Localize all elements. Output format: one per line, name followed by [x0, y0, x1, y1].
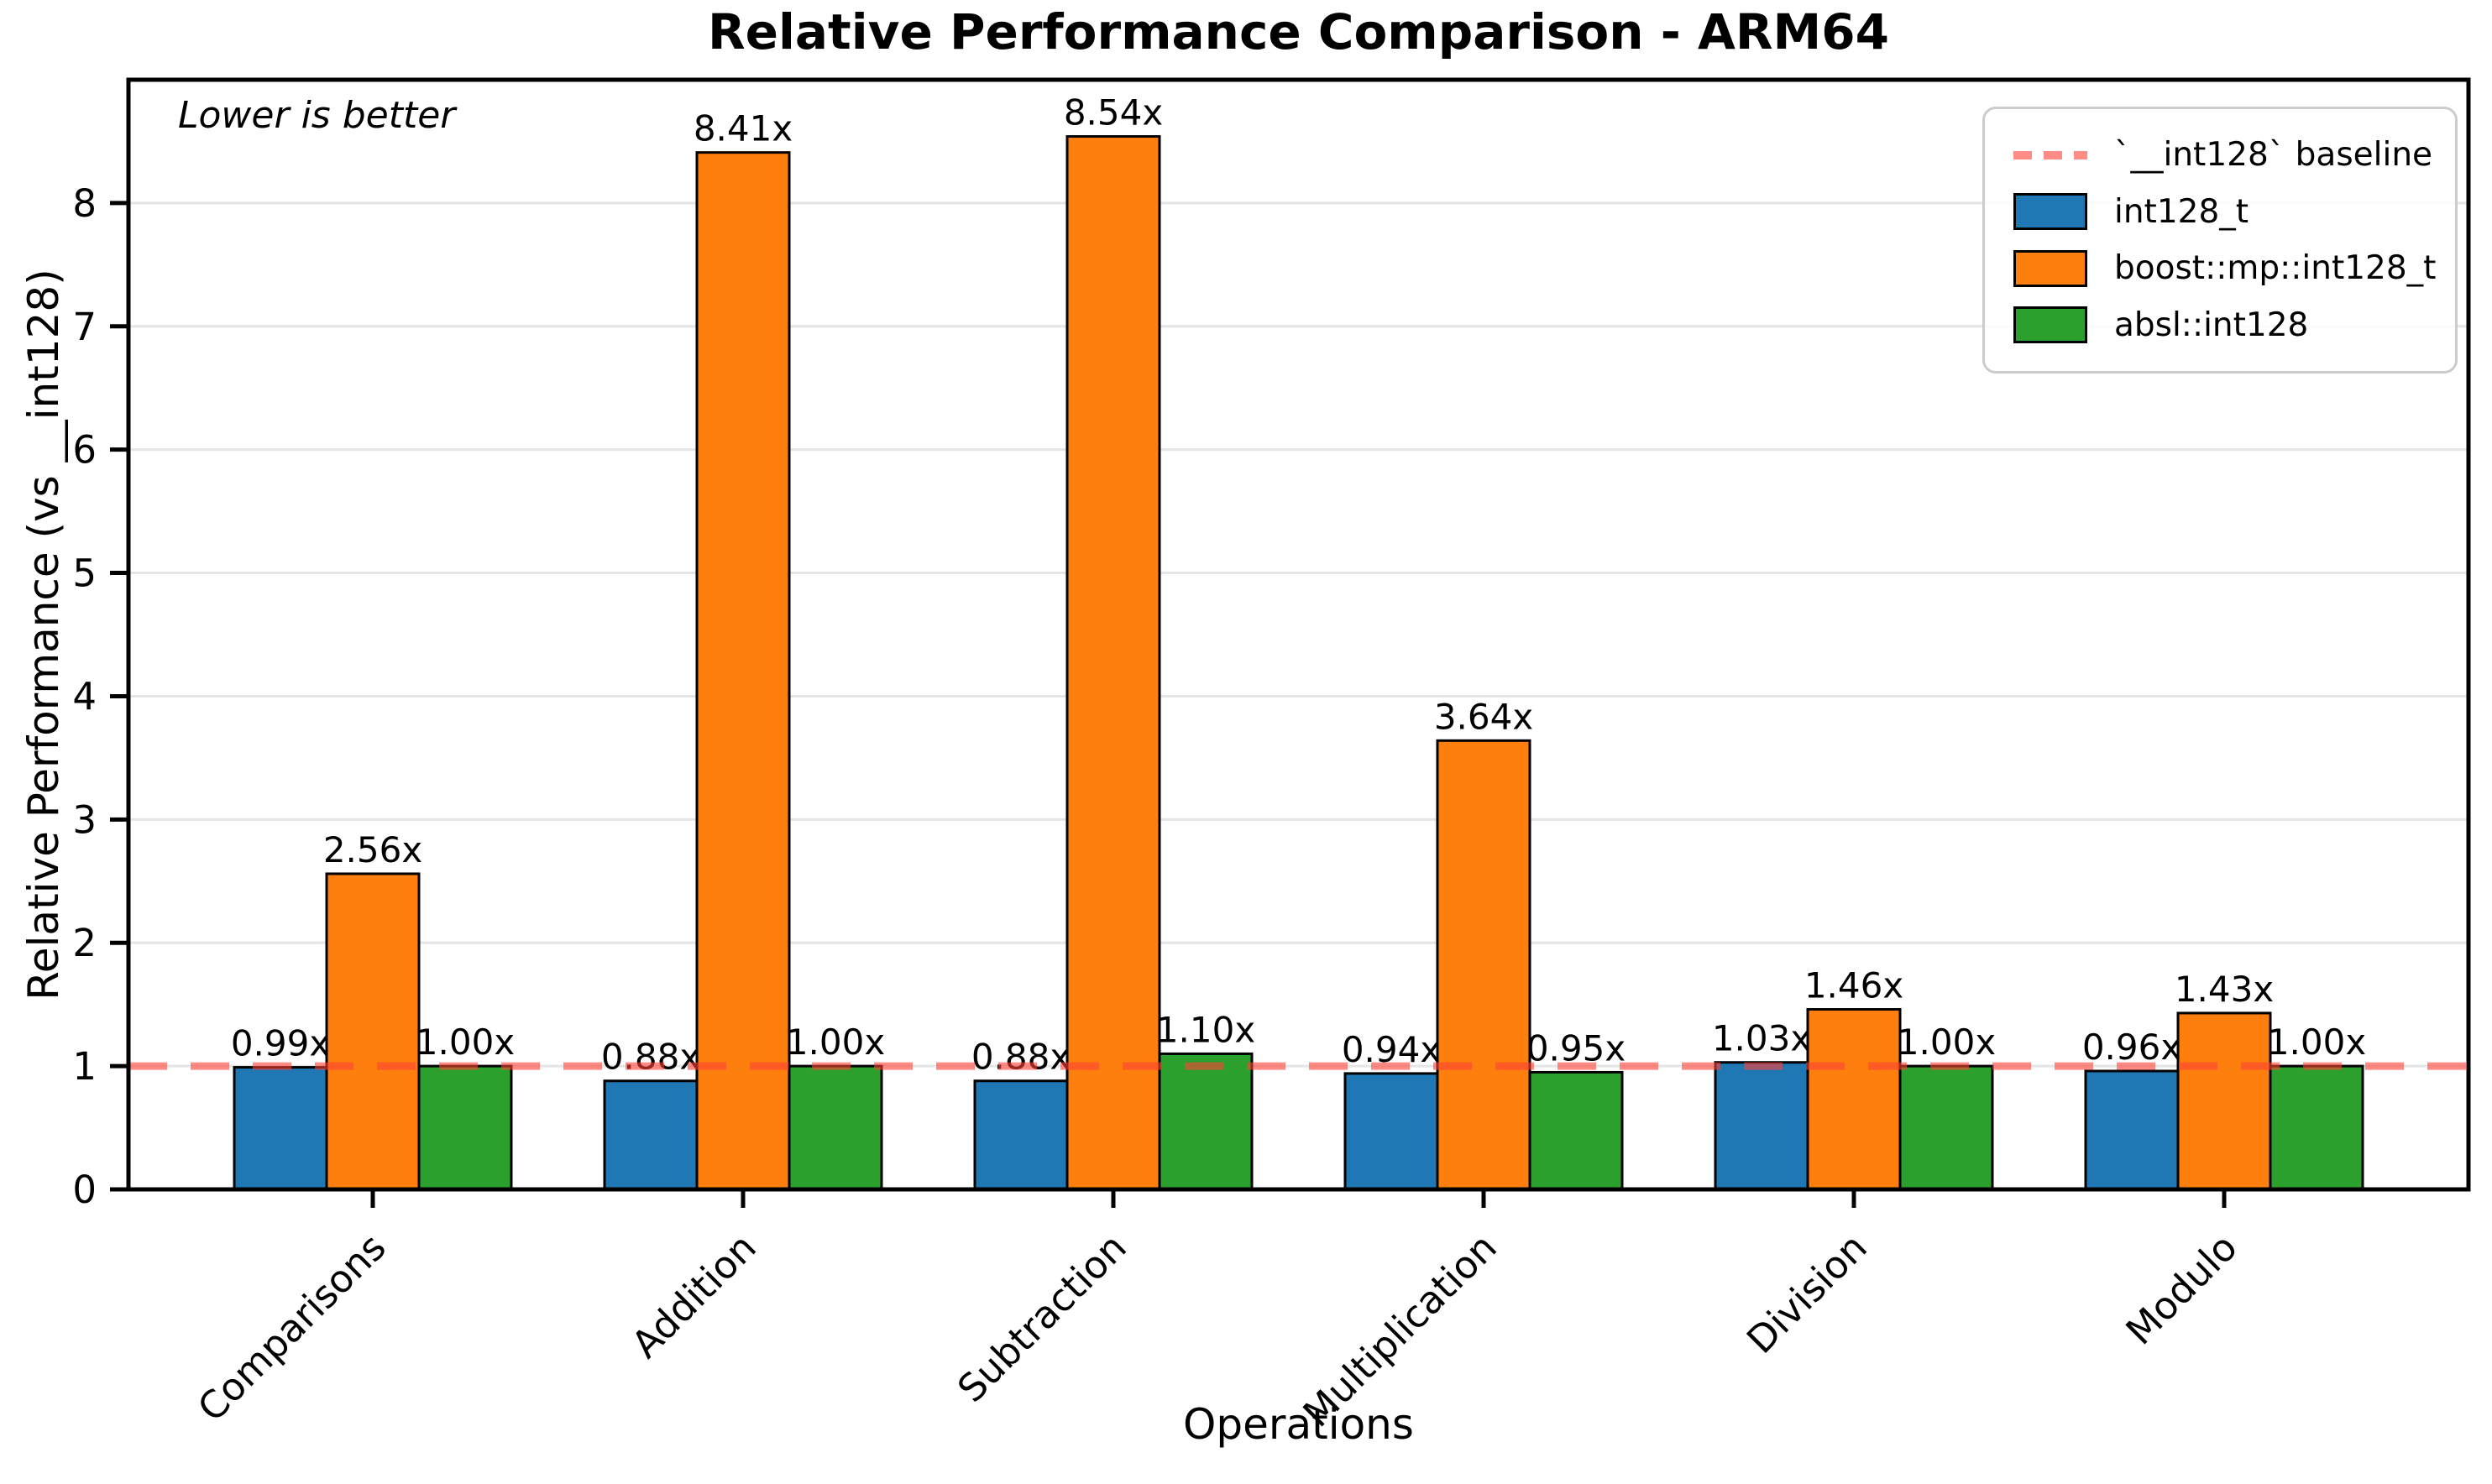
bar [788, 1064, 883, 1191]
bar [1898, 1064, 1994, 1191]
legend-swatch-baseline-dash [2013, 150, 2087, 159]
y-tick-label: 2 [72, 921, 97, 965]
legend-item: boost::mp::int128_t [2013, 249, 2438, 287]
bar [2084, 1069, 2180, 1191]
bar-value-label: 0.88x [601, 1037, 700, 1078]
legend-swatch-color [2013, 306, 2087, 344]
y-tick-label: 6 [72, 428, 97, 473]
legend-item: int128_t [2013, 193, 2438, 231]
y-tick-label: 7 [72, 305, 97, 349]
legend-swatch-color [2013, 249, 2087, 287]
bar [603, 1079, 699, 1191]
bar-value-label: 1.03x [1712, 1018, 1811, 1059]
bar [695, 151, 791, 1191]
bar-value-label: 0.88x [971, 1037, 1071, 1078]
bar [1806, 1008, 1902, 1191]
bar-value-label: 1.43x [2175, 969, 2274, 1010]
annotation-lower-is-better: Lower is better [178, 94, 456, 137]
bar [417, 1064, 513, 1191]
x-tick-label: Division [1738, 1225, 1876, 1362]
bar-value-label: 1.00x [416, 1022, 515, 1063]
bar [1065, 135, 1161, 1191]
y-axis-label: Relative Performance (vs __int128) [19, 269, 68, 1001]
y-tick-label: 1 [72, 1044, 97, 1089]
x-tick-label: Modulo [2118, 1225, 2246, 1353]
bar [2176, 1011, 2272, 1191]
legend-label: `__int128` baseline [2114, 136, 2433, 175]
bar-value-label: 0.99x [231, 1023, 330, 1064]
bar-value-label: 0.95x [1526, 1027, 1626, 1069]
bar [1436, 739, 1531, 1191]
bar-value-label: 1.00x [2267, 1022, 2366, 1063]
legend-item: `__int128` baseline [2013, 136, 2438, 174]
bar [1343, 1072, 1439, 1191]
bar [233, 1066, 328, 1191]
bar-value-label: 1.00x [1897, 1022, 1996, 1063]
bar-value-label: 1.10x [1156, 1009, 1255, 1050]
x-tick-label: Addition [623, 1225, 765, 1366]
y-tick-label: 0 [72, 1168, 97, 1212]
bar-value-label: 8.41x [694, 108, 793, 149]
bar-value-label: 1.46x [1804, 965, 1903, 1006]
bar-value-label: 8.54x [1064, 92, 1163, 133]
x-axis-label: Operations [1183, 1400, 1414, 1449]
bar [1528, 1070, 1624, 1191]
y-tick-label: 8 [72, 181, 97, 226]
bar [2269, 1064, 2364, 1191]
x-tick-label: Subtraction [949, 1225, 1135, 1411]
y-tick-label: 3 [72, 797, 97, 842]
y-tick-label: 4 [72, 674, 97, 718]
legend-item: absl::int128 [2013, 306, 2438, 344]
chart-title: Relative Performance Comparison - ARM64 [708, 3, 1889, 60]
bar-value-label: 3.64x [1434, 696, 1533, 737]
y-tick-label: 5 [72, 551, 97, 596]
bar-value-label: 1.00x [786, 1022, 885, 1063]
bar [1158, 1052, 1254, 1191]
legend-label: boost::mp::int128_t [2114, 249, 2437, 288]
bar [325, 872, 421, 1191]
axes-spines [126, 77, 2471, 1192]
bar [973, 1079, 1069, 1191]
legend-swatch-color [2013, 193, 2087, 231]
bar-value-label: 0.96x [2082, 1027, 2181, 1068]
legend-label: int128_t [2114, 192, 2249, 231]
legend-label: absl::int128 [2114, 306, 2309, 344]
bar-value-label: 2.56x [323, 829, 422, 870]
bar [1714, 1061, 1809, 1191]
